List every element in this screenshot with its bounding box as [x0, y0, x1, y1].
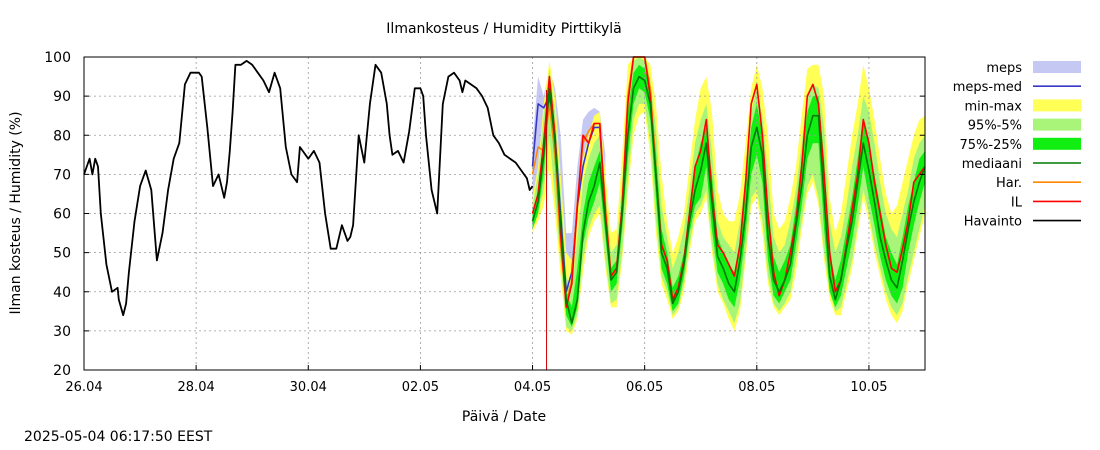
x-tick-label: 04.05: [514, 380, 551, 395]
legend-swatch-95-5: [1033, 118, 1081, 131]
x-axis-label: Päivä / Date: [462, 409, 546, 425]
x-tick-label: 08.05: [738, 380, 775, 395]
legend-label-min-max: min-max: [964, 99, 1022, 114]
grid-layer: [84, 57, 925, 370]
y-axis-label: Ilman kosteus / Humidity (%): [8, 111, 24, 314]
y-tick-label: 100: [44, 50, 71, 66]
legend-label-95-5: 95%-5%: [968, 119, 1022, 134]
legend-label-havainto: Havainto: [964, 215, 1022, 230]
band-75-25: [532, 64, 925, 328]
y-tick-label: 70: [53, 167, 71, 183]
series-mediaani: [531, 75, 926, 324]
series-havainto: [83, 60, 534, 317]
legend-label-meps: meps: [986, 61, 1022, 76]
legend-label-il: IL: [1011, 195, 1023, 210]
legend-label-har: Har.: [996, 176, 1022, 191]
y-tick-label: 60: [53, 207, 71, 223]
legend-swatch-75-25: [1033, 137, 1081, 150]
x-tick-label: 10.05: [850, 380, 887, 395]
legend-swatch-meps: [1033, 61, 1081, 73]
x-tick-label: 06.05: [626, 380, 663, 395]
axes-layer: 20 30 40 50 60 70 80 90 100 26.04 28.04 30.04 02.05 0…: [44, 50, 925, 395]
y-tick-label: 50: [53, 246, 71, 262]
series-il: [531, 56, 926, 309]
lines-layer: [83, 56, 926, 370]
x-tick-label: 28.04: [178, 380, 215, 395]
legend-label-75-25: 75%-25%: [960, 138, 1022, 153]
x-tick-label: 02.05: [402, 380, 439, 395]
chart-title: Ilmankosteus / Humidity Pirttikylä: [386, 21, 621, 37]
y-tick-label: 30: [53, 324, 71, 340]
generated-timestamp: 2025-05-04 06:17:50 EEST: [24, 429, 213, 445]
series-meps-med: [531, 95, 607, 293]
legend: meps meps-med min-max 95%-5% 75%-25% mediaani…: [953, 61, 1081, 230]
legend-swatch-min-max: [1033, 99, 1081, 112]
y-tick-label: 80: [53, 128, 71, 144]
x-tick-label: 26.04: [65, 380, 102, 395]
bands-layer: [532, 57, 925, 335]
x-tick-label: 30.04: [290, 380, 327, 395]
legend-label-mediaani: mediaani: [962, 157, 1022, 172]
y-tick-label: 90: [53, 89, 71, 105]
legend-label-meps-med: meps-med: [953, 80, 1022, 95]
y-tick-label: 40: [53, 285, 71, 301]
y-tick-label: 20: [53, 363, 71, 379]
